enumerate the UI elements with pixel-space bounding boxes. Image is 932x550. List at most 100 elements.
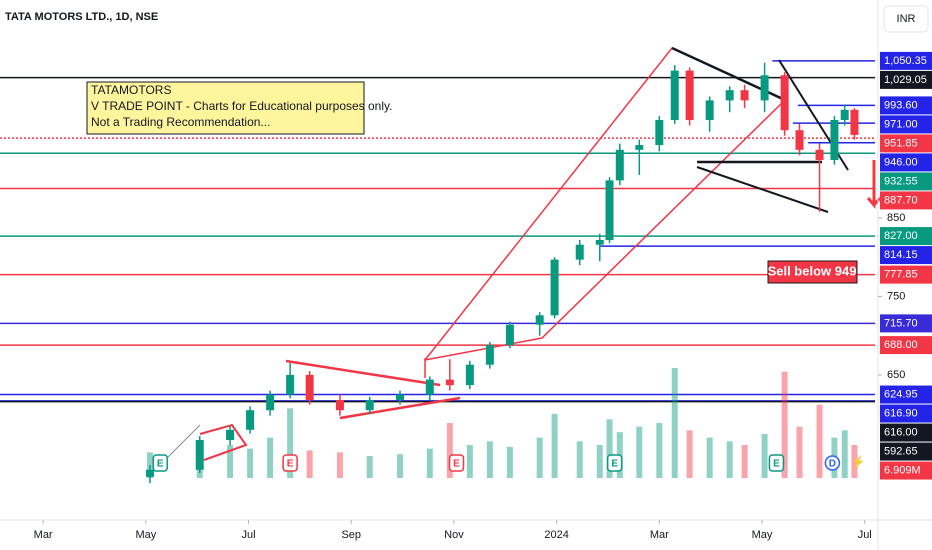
- candle-body: [505, 324, 514, 346]
- down-arrow: [866, 160, 882, 210]
- flag: [199, 423, 248, 461]
- volume-bar: [706, 437, 713, 478]
- event-badge: [768, 454, 785, 472]
- candle-body: [760, 75, 769, 101]
- candle-body: [305, 374, 314, 400]
- triangle-bottom: [339, 396, 461, 420]
- volume-bar: [741, 445, 748, 478]
- candle-body: [575, 244, 584, 260]
- candle-body: [655, 120, 664, 146]
- event-label: E: [773, 459, 780, 470]
- volume-bar: [366, 456, 373, 478]
- candle-body: [615, 149, 624, 181]
- price-tag-label: 715.70: [884, 317, 918, 329]
- price-tag-label: 814.15: [884, 249, 918, 261]
- currency-box[interactable]: [883, 5, 929, 33]
- candle-body: [286, 374, 295, 395]
- candle-body: [595, 240, 604, 245]
- price-tag: [880, 172, 932, 191]
- candle-body: [195, 440, 204, 470]
- volume-bar: [247, 448, 254, 478]
- x-tick-label: 2024: [544, 529, 568, 541]
- volume-bar: [686, 430, 693, 478]
- volume-bar: [816, 404, 823, 478]
- volume-bar: [397, 454, 404, 478]
- volume-tag-label: 6.909M: [884, 464, 921, 476]
- candle-body: [226, 429, 235, 440]
- candles: [145, 62, 859, 484]
- candle-body: [246, 410, 255, 430]
- volume-bar: [551, 413, 558, 478]
- price-tag: [880, 265, 932, 284]
- candle-body: [740, 90, 749, 101]
- chart-title: TATA MOTORS LTD., 1D, NSE: [5, 11, 158, 23]
- candle-body: [685, 70, 694, 120]
- candle-body: [795, 130, 804, 150]
- event-badge: [824, 455, 841, 471]
- candle-body: [850, 109, 859, 135]
- volume-bar: [606, 419, 613, 478]
- note-line: V TRADE POINT - Charts for Educational p…: [91, 99, 392, 113]
- currency[interactable]: INR: [897, 13, 916, 25]
- candle-body: [840, 109, 849, 120]
- event-label: E: [157, 459, 164, 470]
- y-tick-label: 850: [887, 212, 905, 224]
- price-tag: [880, 442, 932, 461]
- x-tick-label: Nov: [444, 529, 464, 541]
- x-tick-label: Jul: [858, 529, 872, 541]
- candle-body: [705, 100, 714, 120]
- volume-bar: [851, 445, 858, 478]
- price-tag: [880, 227, 932, 246]
- event-badge: [282, 454, 298, 472]
- wedge-bottom: [696, 166, 829, 213]
- price-tag-label: 688.00: [884, 339, 918, 351]
- price-tag: [880, 385, 932, 404]
- price-tag: [880, 423, 932, 442]
- note-box: [86, 81, 365, 135]
- price-tag-label: 777.85: [884, 269, 918, 281]
- price-tag-label: 951.85: [884, 137, 918, 149]
- volume-bar: [536, 437, 543, 478]
- volume-bar: [656, 423, 663, 478]
- price-tag-label: 993.60: [884, 99, 918, 111]
- price-tag-label: 946.00: [884, 156, 918, 168]
- volume-bar: [781, 371, 788, 478]
- candle-body: [465, 364, 474, 386]
- price-tag: [880, 246, 932, 265]
- candle-body: [670, 70, 679, 120]
- event-label: E: [453, 459, 460, 470]
- lightning-icon: ⚡: [851, 455, 866, 469]
- price-tags: 1,050.35 1,029.05 993.60 971.00 951.85 946.00…: [880, 51, 932, 480]
- x-tick-label: Sep: [341, 529, 361, 541]
- volume-bar: [336, 452, 343, 478]
- candle-body: [425, 379, 434, 395]
- volume-bar: [596, 445, 603, 478]
- volume-bar: [506, 446, 513, 478]
- volume-bar: [841, 430, 848, 478]
- y-tick-label: 650: [887, 369, 905, 381]
- x-tick-label: Mar: [650, 529, 669, 541]
- candle-body: [725, 90, 734, 101]
- signal-label: Sell below 949: [768, 263, 857, 278]
- event-label: D: [829, 459, 836, 470]
- signal-box: [767, 260, 858, 284]
- candle-body: [396, 394, 405, 400]
- price-tag: [880, 191, 932, 210]
- y-tick-label: 750: [887, 290, 905, 302]
- candle-body: [335, 400, 344, 411]
- event-badge: [448, 454, 465, 472]
- price-tag-label: 971.00: [884, 118, 918, 130]
- price-tag: [880, 314, 932, 333]
- volume-bar: [306, 450, 313, 478]
- event-badge: [152, 454, 168, 472]
- candle-body: [445, 379, 454, 386]
- price-tag: [880, 96, 932, 115]
- candle-body: [550, 259, 559, 316]
- volume-bar: [466, 445, 473, 478]
- volume-bar: [796, 426, 803, 478]
- triangle-top: [285, 359, 441, 387]
- price-tag: [880, 70, 932, 89]
- price-tag: [880, 51, 932, 70]
- price-tag-label: 887.70: [884, 194, 918, 206]
- candle-body: [830, 120, 839, 160]
